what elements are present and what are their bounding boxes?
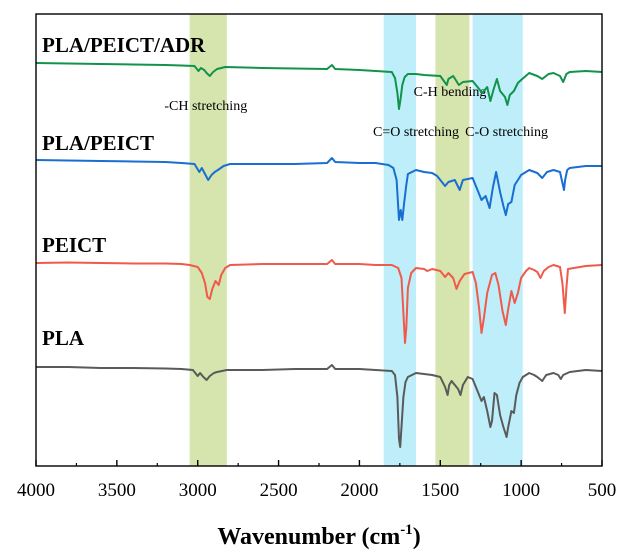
x-axis-ticks: 4000 3500 3000 2500 2000 1500 1000 500 [17,460,616,501]
x-axis-title-close: ) [413,524,421,550]
series-line-1 [35,157,602,221]
series-line-2 [35,259,603,344]
x-axis-title: Wavenumber (cm-1) [217,522,420,550]
series-label-2: PEICT [42,233,106,257]
x-tick-label-0: 4000 [17,480,55,501]
spectra-lines [35,62,603,448]
x-tick-label-1: 3500 [98,480,136,501]
series-label-0: PLA/PEICT/ADR [42,33,206,57]
x-tick-label-6: 1000 [502,480,540,501]
x-tick-label-2: 3000 [179,480,217,501]
x-tick-label-5: 1500 [421,480,459,501]
x-axis-title-sup: -1 [400,522,413,538]
band-label-0: -CH stretching [164,99,247,114]
x-tick-label-7: 500 [588,480,617,501]
band-1 [383,14,417,466]
series-line-0 [35,62,603,110]
band-label-2: C-H bending [414,85,487,100]
series-label-1: PLA/PEICT [42,131,154,155]
x-tick-label-3: 2500 [260,480,298,501]
series-line-3 [36,364,603,448]
band-labels: -CH stretching C=O stretching C-H bending C… [164,85,548,140]
x-tick-label-4: 2000 [340,480,378,501]
series-labels: PLA/PEICT/ADR PLA/PEICT PEICT PLA [42,33,206,350]
x-axis-title-main: Wavenumber (cm [217,524,400,550]
band-label-1: C=O stretching [373,125,459,140]
series-label-3: PLA [42,326,85,350]
band-0 [189,14,227,466]
band-label-3: C-O stretching [465,125,548,140]
band-2 [435,14,470,466]
